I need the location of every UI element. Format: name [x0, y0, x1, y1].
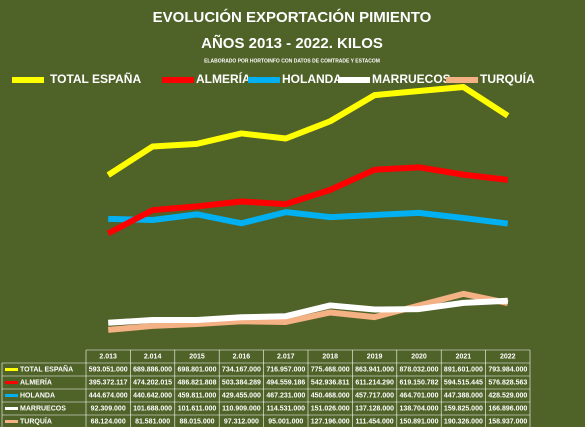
legend-label: TOTAL ESPAÑA: [50, 71, 141, 86]
column-header: 2.014: [144, 353, 162, 360]
table-cell: 428.529.000: [488, 392, 527, 399]
table-cell: 689.886.000: [133, 366, 172, 373]
chart-subtitle: AÑOS 2013 - 2022. KILOS: [201, 34, 383, 52]
legend-label: TURQUÍA: [480, 71, 535, 86]
table-cell: 137.128.000: [355, 405, 394, 412]
series-line: [108, 209, 509, 227]
chart-title: EVOLUCIÓN EXPORTACIÓN PIMIENTO: [153, 8, 432, 26]
column-header: 2.017: [277, 353, 295, 360]
table-cell: 503.384.289: [222, 379, 261, 386]
table-cell: 594.515.445: [444, 379, 483, 386]
table-cell: 593.051.000: [89, 366, 128, 373]
table-cell: 891.601.000: [444, 366, 483, 373]
table-cell: 486.821.808: [178, 379, 217, 386]
row-label: ALMERÍA: [20, 377, 52, 386]
column-header: 2019: [367, 353, 383, 360]
table-cell: 775.468.000: [311, 366, 350, 373]
column-header: 2020: [411, 353, 427, 360]
table-cell: 450.468.000: [311, 392, 350, 399]
table-cell: 440.642.000: [133, 392, 172, 399]
table-cell: 698.801.000: [178, 366, 217, 373]
table-cell: 863.941.000: [355, 366, 394, 373]
table-cell: 494.559.186: [266, 379, 305, 386]
table-cell: 101.611.000: [178, 405, 217, 412]
table-cell: 734.167.000: [222, 366, 261, 373]
table-cell: 395.372.117: [89, 379, 128, 386]
legend-label: ALMERÍA: [196, 71, 251, 86]
table-cell: 447.388.000: [444, 392, 483, 399]
table-cell: 793.984.000: [488, 366, 527, 373]
table-cell: 444.674.000: [89, 392, 128, 399]
table-cell: 97.312.000: [224, 418, 259, 425]
table-cell: 429.455.000: [222, 392, 261, 399]
table-cell: 151.026.000: [311, 405, 350, 412]
table-cell: 111.454.000: [356, 418, 394, 425]
table-cell: 101.688.000: [133, 405, 172, 412]
source-note: ELABORADO POR HORTOINFO CON DATOS DE COM…: [204, 58, 380, 64]
column-header: 2.016: [233, 353, 251, 360]
table-cell: 110.909.000: [222, 405, 261, 412]
table-cell: 542.936.811: [311, 379, 350, 386]
table-cell: 474.202.015: [133, 379, 172, 386]
legend-label: HOLANDA: [282, 72, 342, 86]
column-header: 2022: [500, 353, 516, 360]
table-cell: 611.214.290: [355, 379, 394, 386]
row-label: MARRUECOS: [20, 405, 66, 412]
table-cell: 114.531.000: [267, 405, 306, 412]
table-cell: 95.001.000: [268, 418, 303, 425]
table-cell: 150.891.000: [400, 418, 439, 425]
table-cell: 716.957.000: [266, 366, 305, 373]
table-cell: 159.825.000: [444, 405, 483, 412]
column-header: 2021: [456, 353, 472, 360]
legend-label: MARRUECOS: [372, 72, 451, 86]
table-cell: 619.150.782: [400, 379, 439, 386]
table-cell: 464.701.000: [400, 392, 439, 399]
table-cell: 92.309.000: [91, 405, 126, 412]
table-cell: 68.124.000: [91, 418, 126, 425]
table-cell: 81.581.000: [135, 418, 170, 425]
table-cell: 457.717.000: [355, 392, 394, 399]
table-cell: 166.896.000: [488, 405, 527, 412]
table-cell: 467.231.000: [266, 392, 305, 399]
table-cell: 190.326.000: [444, 418, 483, 425]
row-label: TOTAL ESPAÑA: [20, 364, 73, 373]
series-line: [108, 297, 508, 326]
table-cell: 576.828.563: [488, 379, 527, 386]
row-label: TURQUÍA: [20, 416, 52, 425]
table-cell: 459.811.000: [178, 392, 217, 399]
column-header: 2015: [189, 353, 205, 360]
table-cell: 88.015.000: [179, 418, 214, 425]
series-line: [106, 164, 509, 237]
column-header: 2018: [322, 353, 338, 360]
column-header: 2.013: [99, 353, 117, 360]
table-cell: 127.196.000: [311, 418, 350, 425]
series-line: [106, 83, 510, 178]
row-label: HOLANDA: [20, 392, 55, 399]
series-line: [107, 290, 509, 333]
table-cell: 878.032.000: [400, 366, 439, 373]
table-cell: 138.704.000: [400, 405, 439, 412]
table-cell: 158.937.000: [488, 418, 527, 425]
